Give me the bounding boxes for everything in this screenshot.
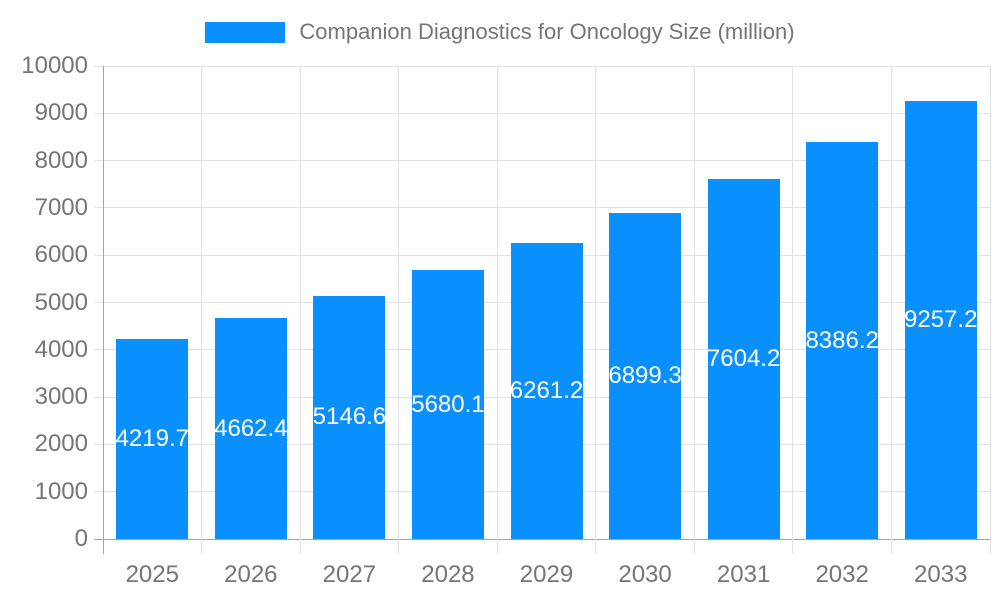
y-axis-label: 1000: [34, 477, 88, 505]
v-gridline: [890, 66, 892, 554]
v-gridline: [201, 66, 203, 554]
v-gridline: [496, 66, 498, 554]
bar-2029[interactable]: [510, 242, 583, 539]
bar-value-label-2026: 4662.4: [214, 414, 288, 442]
x-axis-label-2029: 2029: [519, 561, 574, 588]
y-axis-label: 9000: [34, 99, 88, 127]
bar-2033[interactable]: [904, 101, 977, 539]
x-axis-label-2025: 2025: [125, 561, 179, 588]
v-gridline: [792, 66, 794, 554]
x-axis-label-2032: 2032: [815, 561, 869, 588]
y-axis-label: 7000: [34, 193, 88, 221]
v-gridline: [989, 66, 991, 554]
legend-swatch: [205, 21, 286, 43]
chart-title: Companion Diagnostics for Oncology Size …: [299, 19, 795, 44]
x-axis-label-2030: 2030: [618, 561, 672, 588]
bar-2026[interactable]: [214, 318, 287, 539]
y-axis-line: [102, 66, 104, 554]
y-axis-label: 8000: [34, 146, 88, 174]
x-axis-label-2026: 2026: [224, 561, 278, 588]
bar-value-label-2029: 6261.2: [509, 376, 584, 404]
legend: Companion Diagnostics for Oncology Size …: [0, 20, 1000, 44]
h-gridline: [94, 65, 990, 67]
x-axis-label-2033: 2033: [914, 561, 968, 588]
bar-2032[interactable]: [806, 142, 879, 539]
x-axis-label-2031: 2031: [716, 561, 771, 588]
bar-value-label-2028: 5680.1: [411, 390, 485, 418]
h-gridline: [94, 160, 990, 162]
y-axis-label: 5000: [34, 288, 88, 316]
bar-value-label-2031: 7604.2: [706, 345, 781, 373]
y-axis-label: 6000: [34, 241, 88, 269]
v-gridline: [299, 66, 301, 554]
v-gridline: [595, 66, 597, 554]
bar-2031[interactable]: [707, 179, 780, 539]
v-gridline: [398, 66, 400, 554]
h-gridline: [94, 112, 990, 114]
y-axis-label: 4000: [34, 335, 88, 363]
y-axis-label: 2000: [34, 430, 88, 458]
x-axis-label-2028: 2028: [421, 561, 475, 588]
x-axis-label-2027: 2027: [322, 561, 377, 588]
h-gridline: [94, 207, 990, 209]
bar-value-label-2033: 9257.2: [904, 306, 978, 334]
y-axis-label: 10000: [21, 52, 88, 79]
y-axis-label: 3000: [34, 383, 88, 411]
bar-2025[interactable]: [116, 339, 189, 539]
bar-2028[interactable]: [411, 270, 484, 539]
bar-value-label-2027: 5146.6: [312, 403, 387, 431]
x-axis-baseline: [94, 538, 990, 540]
bar-value-label-2025: 4219.7: [115, 425, 189, 453]
y-axis-label: 0: [74, 525, 88, 552]
bar-2027[interactable]: [313, 295, 386, 539]
bar-2030[interactable]: [609, 212, 682, 539]
bar-value-label-2032: 8386.2: [805, 326, 879, 354]
bar-value-label-2030: 6899.3: [608, 361, 682, 389]
v-gridline: [693, 66, 695, 554]
